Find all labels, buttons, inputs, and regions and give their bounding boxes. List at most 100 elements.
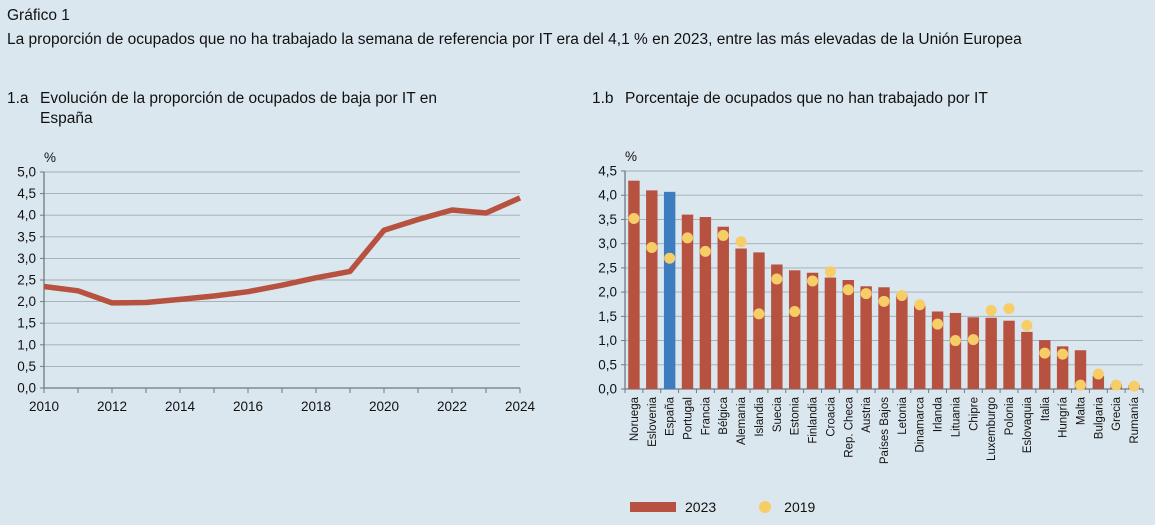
x-category-label: Países Bajos bbox=[879, 397, 891, 464]
y-tick-label: 1,5 bbox=[598, 309, 617, 324]
y-tick-label: 4,5 bbox=[598, 164, 617, 179]
y-tick-label: 4,5 bbox=[17, 186, 36, 201]
x-category-label: Portugal bbox=[683, 397, 695, 440]
y-tick-label: 3,0 bbox=[17, 251, 36, 266]
bar-2023-Suecia bbox=[771, 264, 783, 389]
bar-2023-Eslovaquia bbox=[1021, 331, 1033, 389]
x-category-label: Eslovenia bbox=[647, 396, 659, 446]
x-category-label: Islandia bbox=[754, 396, 766, 436]
x-category-label: Chipre bbox=[968, 397, 980, 431]
bar-2023-Bulgaria bbox=[1092, 375, 1105, 389]
y-tick-label: 4,0 bbox=[598, 188, 617, 203]
x-category-label: Bulgaria bbox=[1093, 396, 1105, 439]
y-tick-label: 4,0 bbox=[17, 208, 36, 223]
y-tick-label: 2,0 bbox=[598, 285, 617, 300]
line-series-spain bbox=[43, 195, 522, 306]
bar-2023-Malta bbox=[1074, 350, 1087, 389]
dot-2019-Bulgaria bbox=[1092, 368, 1104, 380]
dot-2019-Croacia bbox=[824, 266, 836, 278]
dot-2019-Países Bajos bbox=[878, 295, 890, 307]
dot-2019-Luxemburgo bbox=[985, 305, 997, 317]
figure-title: La proporción de ocupados que no ha trab… bbox=[7, 31, 1022, 48]
y-tick-label: 0,0 bbox=[17, 381, 36, 396]
panel-a-title-text: Evolución de la proporción de ocupados d… bbox=[40, 90, 437, 127]
bar-2023-Francia bbox=[699, 217, 712, 389]
x-category-label: Dinamarca bbox=[915, 396, 927, 452]
dot-2019-Grecia bbox=[1110, 379, 1122, 391]
dot-2019-Noruega bbox=[628, 212, 640, 224]
x-tick-label: 2010 bbox=[29, 399, 59, 414]
x-tick-label: 2016 bbox=[233, 399, 263, 414]
line-chart-spain-it: 0,0 0,5 1,0 1,5 2,0 2,5 3,0 3,5 4,0 4,5 5,0% 2010 20… bbox=[17, 150, 536, 414]
x-category-label: Lituania bbox=[950, 396, 962, 437]
bar-2023-Países Bajos bbox=[878, 287, 890, 389]
dot-2019-Francia bbox=[699, 245, 711, 257]
x-category-label: España bbox=[665, 396, 677, 436]
bar-2023-Estonia bbox=[788, 270, 801, 389]
y-tick-label: 0,5 bbox=[598, 357, 617, 372]
x-category-label: Bélgica bbox=[718, 396, 730, 434]
unit-label: % bbox=[44, 150, 56, 165]
dot-2019-Letonia bbox=[896, 290, 908, 302]
y-tick-label: 2,5 bbox=[17, 273, 36, 288]
y-tick-label: 1,5 bbox=[17, 316, 36, 331]
x-category-label: Alemania bbox=[736, 396, 748, 445]
panel-b-title: 1.b Porcentaje de ocupados que no han tr… bbox=[592, 89, 1132, 109]
x-category-label: Finlandia bbox=[808, 396, 820, 443]
dot-2019-Rumanía bbox=[1128, 380, 1140, 392]
dot-2019-España bbox=[664, 252, 676, 264]
dot-2019-Rep. Checa bbox=[842, 284, 854, 296]
y-tick-label: 2,5 bbox=[598, 260, 617, 275]
dot-2019-Irlanda bbox=[932, 318, 944, 330]
x-category-label: Letonia bbox=[897, 396, 909, 434]
x-category-label: Noruega bbox=[629, 396, 641, 441]
dot-2019-Dinamarca bbox=[914, 299, 926, 311]
bar-2023-Chipre bbox=[967, 317, 980, 389]
dot-2019-Alemania bbox=[735, 236, 747, 248]
y-tick-label: 3,0 bbox=[598, 236, 617, 251]
x-tick-label: 2024 bbox=[505, 399, 536, 414]
dot-2019-Hungría bbox=[1057, 348, 1069, 360]
x-category-label: Hungría bbox=[1058, 396, 1070, 438]
x-category-label: Francia bbox=[700, 396, 712, 435]
x-category-label: Rumanía bbox=[1129, 396, 1141, 443]
legend-swatch-2023 bbox=[630, 502, 676, 512]
y-tick-label: 5,0 bbox=[17, 165, 36, 180]
bar-2023-Italia bbox=[1039, 340, 1051, 389]
y-tick-label: 0,5 bbox=[17, 359, 36, 374]
dot-2019-Suecia bbox=[771, 273, 783, 285]
x-category-label: Suecia bbox=[772, 396, 784, 432]
x-category-label: Croacia bbox=[825, 396, 837, 436]
y-tick-label: 1,0 bbox=[598, 333, 617, 348]
bar-2023-Hungría bbox=[1056, 346, 1069, 389]
x-tick-label: 2018 bbox=[301, 399, 331, 414]
legend-label-2023: 2023 bbox=[685, 499, 717, 515]
y-tick-label: 3,5 bbox=[598, 212, 617, 227]
bar-2023-Polonia bbox=[1003, 320, 1015, 389]
bar-2023-Irlanda bbox=[931, 311, 944, 389]
dot-2019-Chipre bbox=[967, 334, 979, 346]
x-tick-label: 2020 bbox=[369, 399, 399, 414]
bar-2023-Portugal bbox=[681, 214, 694, 389]
panel-a-number: 1.a bbox=[7, 90, 29, 107]
x-category-label: Rep. Checa bbox=[843, 396, 855, 457]
legend-label-2019: 2019 bbox=[784, 499, 816, 515]
bar-2023-Islandia bbox=[753, 252, 765, 389]
y-tick-label: 0,0 bbox=[598, 382, 617, 397]
dot-2019-Finlandia bbox=[807, 275, 819, 287]
bar-2023-Alemania bbox=[735, 248, 747, 389]
bar-2023-Rep. Checa bbox=[842, 280, 854, 389]
bar-2023-Austria bbox=[860, 286, 872, 389]
dot-2019-Polonia bbox=[1003, 303, 1015, 315]
panel-a-title: 1.a Evolución de la proporción de ocupad… bbox=[7, 89, 477, 129]
x-category-label: Austria bbox=[861, 396, 873, 432]
x-category-label: Polonia bbox=[1004, 396, 1016, 435]
dot-2019-Islandia bbox=[753, 308, 765, 320]
x-tick-label: 2012 bbox=[97, 399, 127, 414]
dot-2019-Austria bbox=[860, 288, 872, 300]
bar-2023-Dinamarca bbox=[914, 305, 926, 389]
dot-2019-Eslovenia bbox=[646, 242, 658, 254]
bar-2023-Noruega bbox=[628, 180, 640, 389]
dot-2019-Malta bbox=[1074, 379, 1086, 391]
y-tick-label: 1,0 bbox=[17, 337, 36, 352]
